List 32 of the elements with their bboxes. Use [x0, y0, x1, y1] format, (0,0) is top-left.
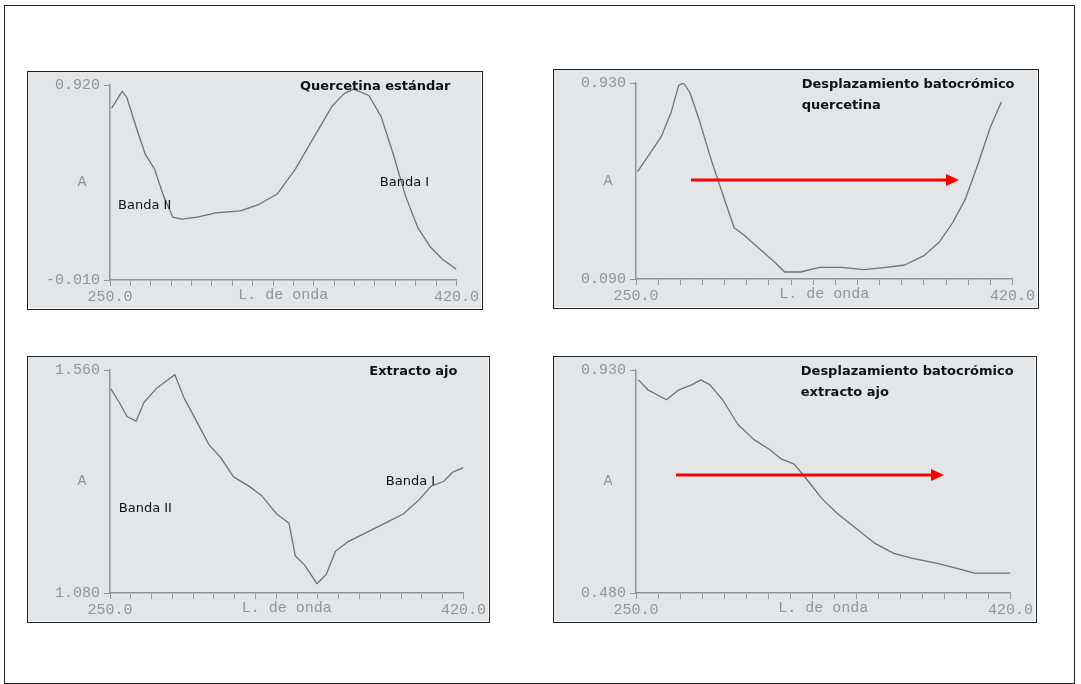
chart-title: Desplazamiento batocrómico quercetina [801, 75, 1015, 112]
x-tick-label: 420.0 [989, 287, 1035, 305]
x-axis-title: L. de onda [241, 600, 332, 618]
chart-title: Desplazamiento batocrómico extracto ajo [800, 362, 1014, 399]
x-axis-title: L. de onda [778, 600, 869, 618]
x-tick-label: 420.0 [987, 601, 1033, 619]
x-tick-label: 420.0 [440, 601, 486, 619]
chart-title: Quercetina estándar [299, 77, 452, 93]
annotation: Banda II [118, 197, 172, 213]
y-tick-label: 1.560 [54, 361, 100, 379]
x-axis-title: L. de onda [238, 287, 329, 305]
chart-title: Extracto ajo [369, 362, 458, 378]
annotation: Banda I [379, 173, 430, 189]
y-axis-title: A [77, 174, 87, 192]
x-tick-label: 420.0 [433, 288, 479, 306]
y-tick-label: 0.090 [580, 270, 626, 288]
y-tick-label: 0.930 [580, 361, 626, 379]
x-tick-label: 250.0 [613, 601, 659, 619]
y-tick-label: 0.480 [580, 584, 626, 602]
annotation: Banda I [385, 472, 436, 488]
y-tick-label: -0.010 [45, 271, 100, 289]
y-tick-label: 0.920 [54, 76, 100, 94]
x-tick-label: 250.0 [613, 287, 659, 305]
y-axis-title: A [77, 473, 87, 491]
x-tick-label: 250.0 [87, 288, 133, 306]
x-tick-label: 250.0 [87, 601, 133, 619]
x-axis-title: L. de onda [779, 286, 870, 304]
y-tick-label: 1.080 [54, 584, 100, 602]
y-tick-label: 0.930 [580, 74, 626, 92]
annotation: Banda II [118, 499, 172, 515]
y-axis-title: A [603, 473, 613, 491]
y-axis-title: A [603, 172, 613, 190]
